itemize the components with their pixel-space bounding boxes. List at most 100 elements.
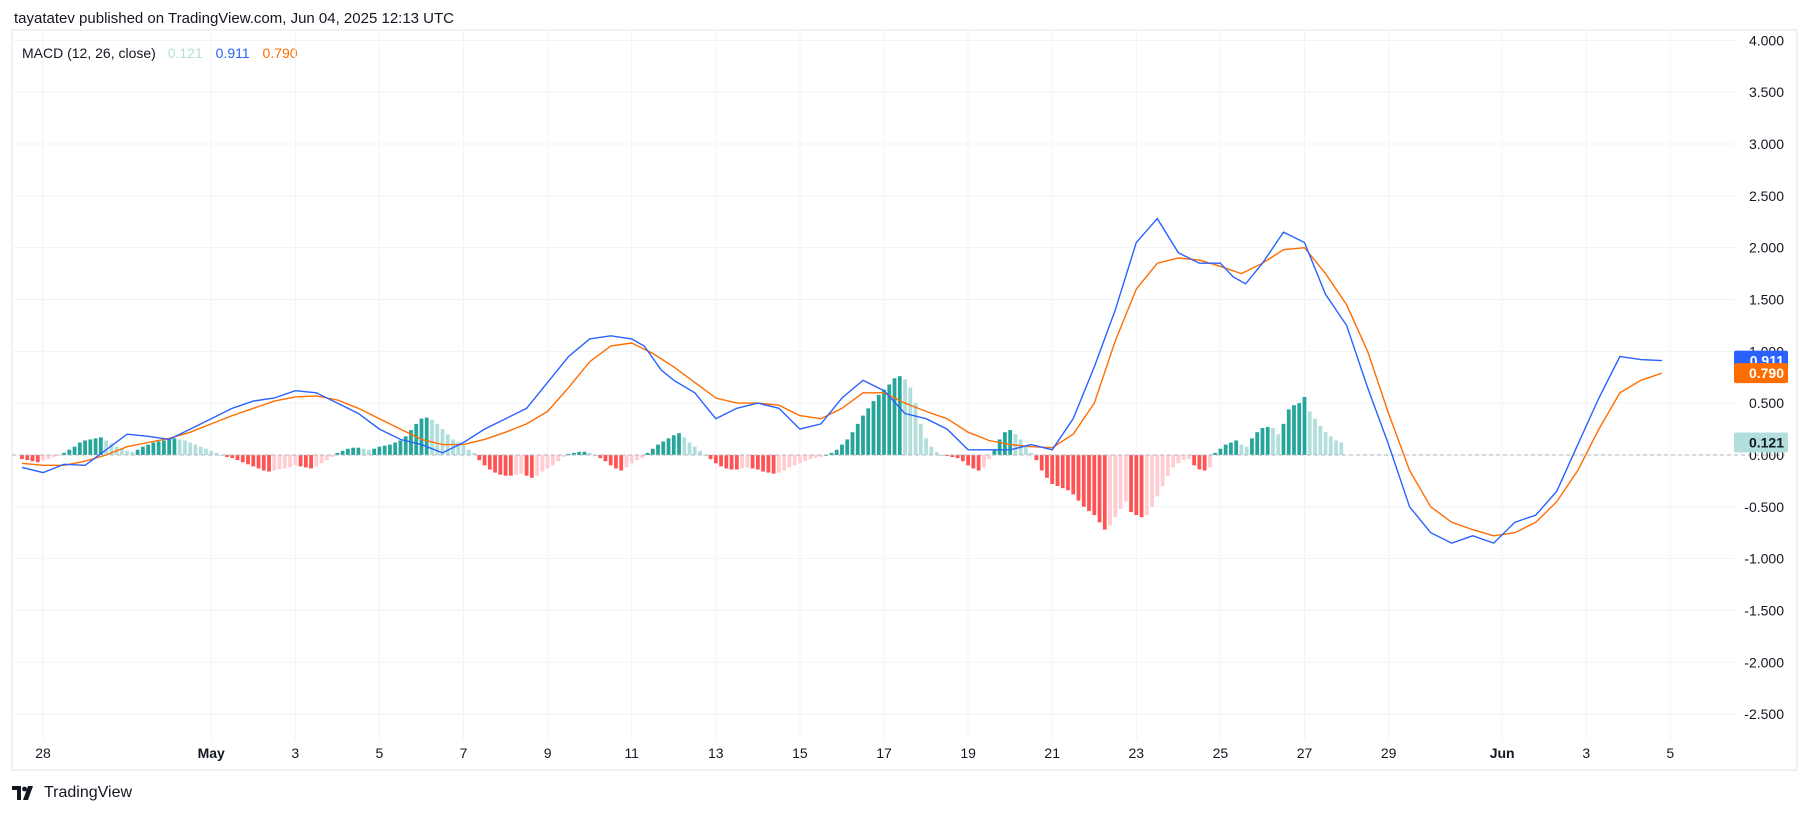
histogram-bar [698, 450, 702, 455]
histogram-bar [162, 440, 166, 455]
histogram-bar [1260, 428, 1265, 455]
histogram-bar [177, 439, 182, 455]
indicator-label[interactable]: MACD (12, 26, close) [22, 45, 156, 61]
histogram-bar [1292, 405, 1296, 455]
histogram-bar [1055, 454, 1060, 487]
histogram-bar [35, 454, 40, 463]
histogram-bar [330, 454, 335, 458]
histogram-bar [98, 437, 103, 455]
histogram-bar [960, 454, 965, 462]
x-tick-label: 9 [544, 745, 552, 761]
signal-badge [1734, 363, 1788, 384]
histogram-bar [246, 454, 250, 465]
histogram-bar [324, 454, 329, 461]
histogram-bar [1045, 454, 1049, 478]
histogram-bar [829, 452, 834, 455]
histogram-bar [1176, 454, 1181, 464]
histogram-bar [503, 454, 508, 476]
histogram-bar [950, 454, 955, 458]
x-tick-label: 19 [960, 745, 976, 761]
histogram-bar [1239, 444, 1244, 455]
histogram-bar [461, 445, 466, 455]
histogram-bar [687, 442, 692, 455]
histogram-bar [435, 423, 440, 455]
histogram-bar [918, 423, 923, 455]
y-tick-label: -2.500 [1744, 706, 1784, 722]
histogram-bar [1181, 454, 1186, 461]
x-tick-label: 25 [1213, 745, 1229, 761]
histogram-bar [1097, 454, 1102, 523]
grid [12, 30, 1735, 740]
histogram-bar [156, 441, 161, 455]
histogram-bar [1150, 454, 1154, 507]
histogram-bar [671, 435, 676, 455]
histogram-bar [692, 446, 697, 455]
histogram-bar [414, 423, 419, 455]
histogram-bar [650, 448, 655, 455]
histogram-bar [345, 448, 350, 455]
histogram-bar [834, 449, 839, 455]
histogram-bar [645, 452, 650, 455]
histogram-bar [1087, 454, 1091, 511]
histogram-bar [1218, 448, 1223, 455]
histogram-bar [724, 454, 729, 469]
signal-badge-text: 0.790 [1749, 365, 1784, 381]
histogram-bar [482, 454, 487, 466]
histogram-bar [1155, 454, 1160, 497]
histogram-bar [561, 454, 566, 458]
histogram-bar [1208, 454, 1212, 468]
histogram-bar [72, 446, 77, 455]
histogram-bar [971, 454, 976, 469]
histogram-bar [840, 444, 844, 455]
macd-value: 0.911 [215, 45, 250, 61]
histogram-bar [188, 442, 193, 455]
histogram-bar [1134, 454, 1139, 516]
histogram-bar [545, 454, 550, 469]
signal-value: 0.790 [262, 45, 298, 61]
histogram-bar [319, 454, 324, 464]
histogram-bar [1186, 454, 1191, 460]
x-tick-label: 23 [1129, 745, 1145, 761]
histogram-bar [955, 454, 960, 459]
histogram-bar [635, 454, 639, 461]
histogram-bar [1234, 440, 1239, 455]
x-tick-label: 5 [376, 745, 384, 761]
histogram-bar [1286, 409, 1291, 455]
tradingview-logo[interactable]: TradingView [12, 784, 132, 802]
histogram-badge [1734, 432, 1788, 453]
histogram-bar [666, 438, 671, 455]
x-tick-label: 13 [708, 745, 724, 761]
histogram-bar [288, 454, 292, 468]
plot-border [11, 29, 1798, 771]
histogram-bar [892, 378, 897, 455]
histogram-bar [992, 449, 997, 455]
histogram-bar [871, 401, 876, 455]
histogram-bar [151, 442, 156, 455]
time-axis[interactable]: 28 May 3 5 7 9 11 13 15 17 19 21 23 25 27 29 Jun 3 5 [35, 745, 1674, 761]
tradingview-logo-icon [12, 786, 33, 800]
histogram-bar [787, 454, 792, 468]
histogram-bar [929, 446, 934, 455]
histogram-bar [556, 454, 561, 462]
histogram-bar [882, 389, 886, 455]
histogram-bar [214, 452, 219, 455]
histogram-bar [1008, 430, 1013, 455]
histogram-bar [1229, 442, 1233, 455]
histogram-bar [572, 452, 576, 455]
histogram-bar [393, 442, 398, 455]
histogram-bar [603, 454, 608, 462]
histogram-bar [167, 439, 172, 455]
histogram-bar [477, 454, 482, 461]
histogram-bar [1313, 418, 1317, 455]
histogram-bar [293, 454, 298, 466]
histogram-bar [388, 444, 392, 455]
histogram-bar [282, 454, 287, 469]
histogram-bar [419, 418, 424, 455]
histogram-bar [1129, 454, 1133, 512]
y-tick-label: -1.500 [1744, 602, 1784, 618]
histogram-bar [540, 454, 545, 472]
histogram-bar [493, 454, 497, 473]
indicator-legend[interactable]: MACD (12, 26, close) 0.121 0.911 0.790 [22, 45, 307, 61]
histogram-bar [1118, 454, 1123, 509]
